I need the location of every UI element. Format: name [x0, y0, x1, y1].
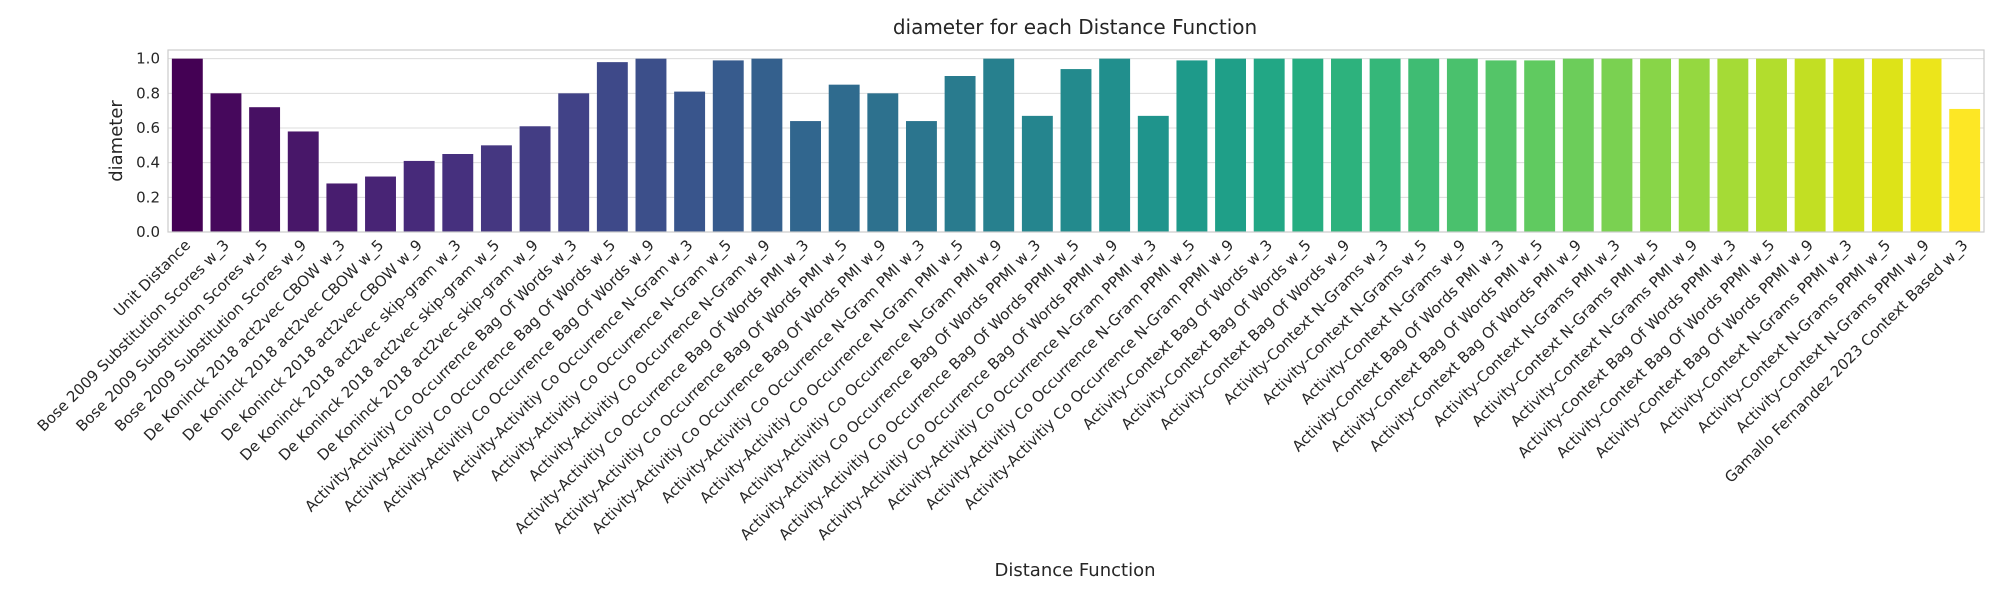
- bar: [712, 60, 744, 233]
- y-tick-label: 0.6: [136, 119, 160, 137]
- bar: [751, 58, 783, 232]
- bar: [1678, 58, 1710, 232]
- bar: [635, 58, 667, 232]
- bar: [1910, 58, 1942, 232]
- chart-title: diameter for each Distance Function: [893, 15, 1257, 39]
- bar: [828, 84, 860, 233]
- y-tick-label: 0.0: [136, 223, 160, 241]
- bar: [1021, 115, 1053, 232]
- bar: [1485, 60, 1517, 233]
- bar: [1833, 58, 1865, 232]
- bar: [326, 183, 358, 232]
- bar: [480, 145, 512, 232]
- bar: [1137, 115, 1169, 232]
- bar: [210, 93, 242, 232]
- bar: [674, 91, 706, 232]
- bar: [1060, 69, 1092, 232]
- bar: [1794, 58, 1826, 232]
- bar: [365, 176, 396, 232]
- bar: [1369, 58, 1401, 232]
- bar: [287, 131, 319, 232]
- plot-frame: [167, 49, 1985, 233]
- bar: [1331, 58, 1362, 232]
- bar: [171, 58, 203, 232]
- y-tick-label: 1.0: [136, 50, 160, 68]
- bar: [1756, 58, 1787, 232]
- bar: [1408, 58, 1440, 232]
- y-tick-label: 0.8: [136, 84, 160, 102]
- bar: [1099, 58, 1131, 232]
- bar: [1253, 58, 1285, 232]
- bar: [944, 76, 976, 232]
- bar: [1640, 58, 1672, 232]
- bar: [596, 62, 628, 233]
- bar: [1562, 58, 1594, 232]
- bar: [249, 107, 281, 232]
- bar: [1446, 58, 1478, 232]
- bar: [1949, 108, 1981, 232]
- bar: [1292, 58, 1324, 232]
- bar: [1871, 58, 1903, 232]
- bar: [442, 154, 474, 232]
- bar: [790, 121, 821, 232]
- bar: [867, 93, 899, 232]
- bar: [1215, 58, 1247, 232]
- bar: [905, 121, 937, 232]
- bar: [1524, 60, 1556, 233]
- bar: [519, 126, 551, 232]
- bar: [1717, 58, 1749, 232]
- bar: [1176, 60, 1208, 233]
- bar: [983, 58, 1015, 232]
- bars: [171, 58, 1981, 233]
- y-axis-label: diameter: [106, 100, 127, 182]
- bar: [403, 160, 435, 232]
- y-tick-label: 0.2: [136, 188, 160, 206]
- bar: [558, 93, 590, 232]
- y-tick-labels: 0.0 0.2 0.4 0.6 0.8 1.0: [136, 50, 160, 241]
- y-tick-label: 0.4: [136, 154, 160, 172]
- bar: [1601, 58, 1633, 232]
- x-axis-label: Distance Function: [995, 560, 1156, 581]
